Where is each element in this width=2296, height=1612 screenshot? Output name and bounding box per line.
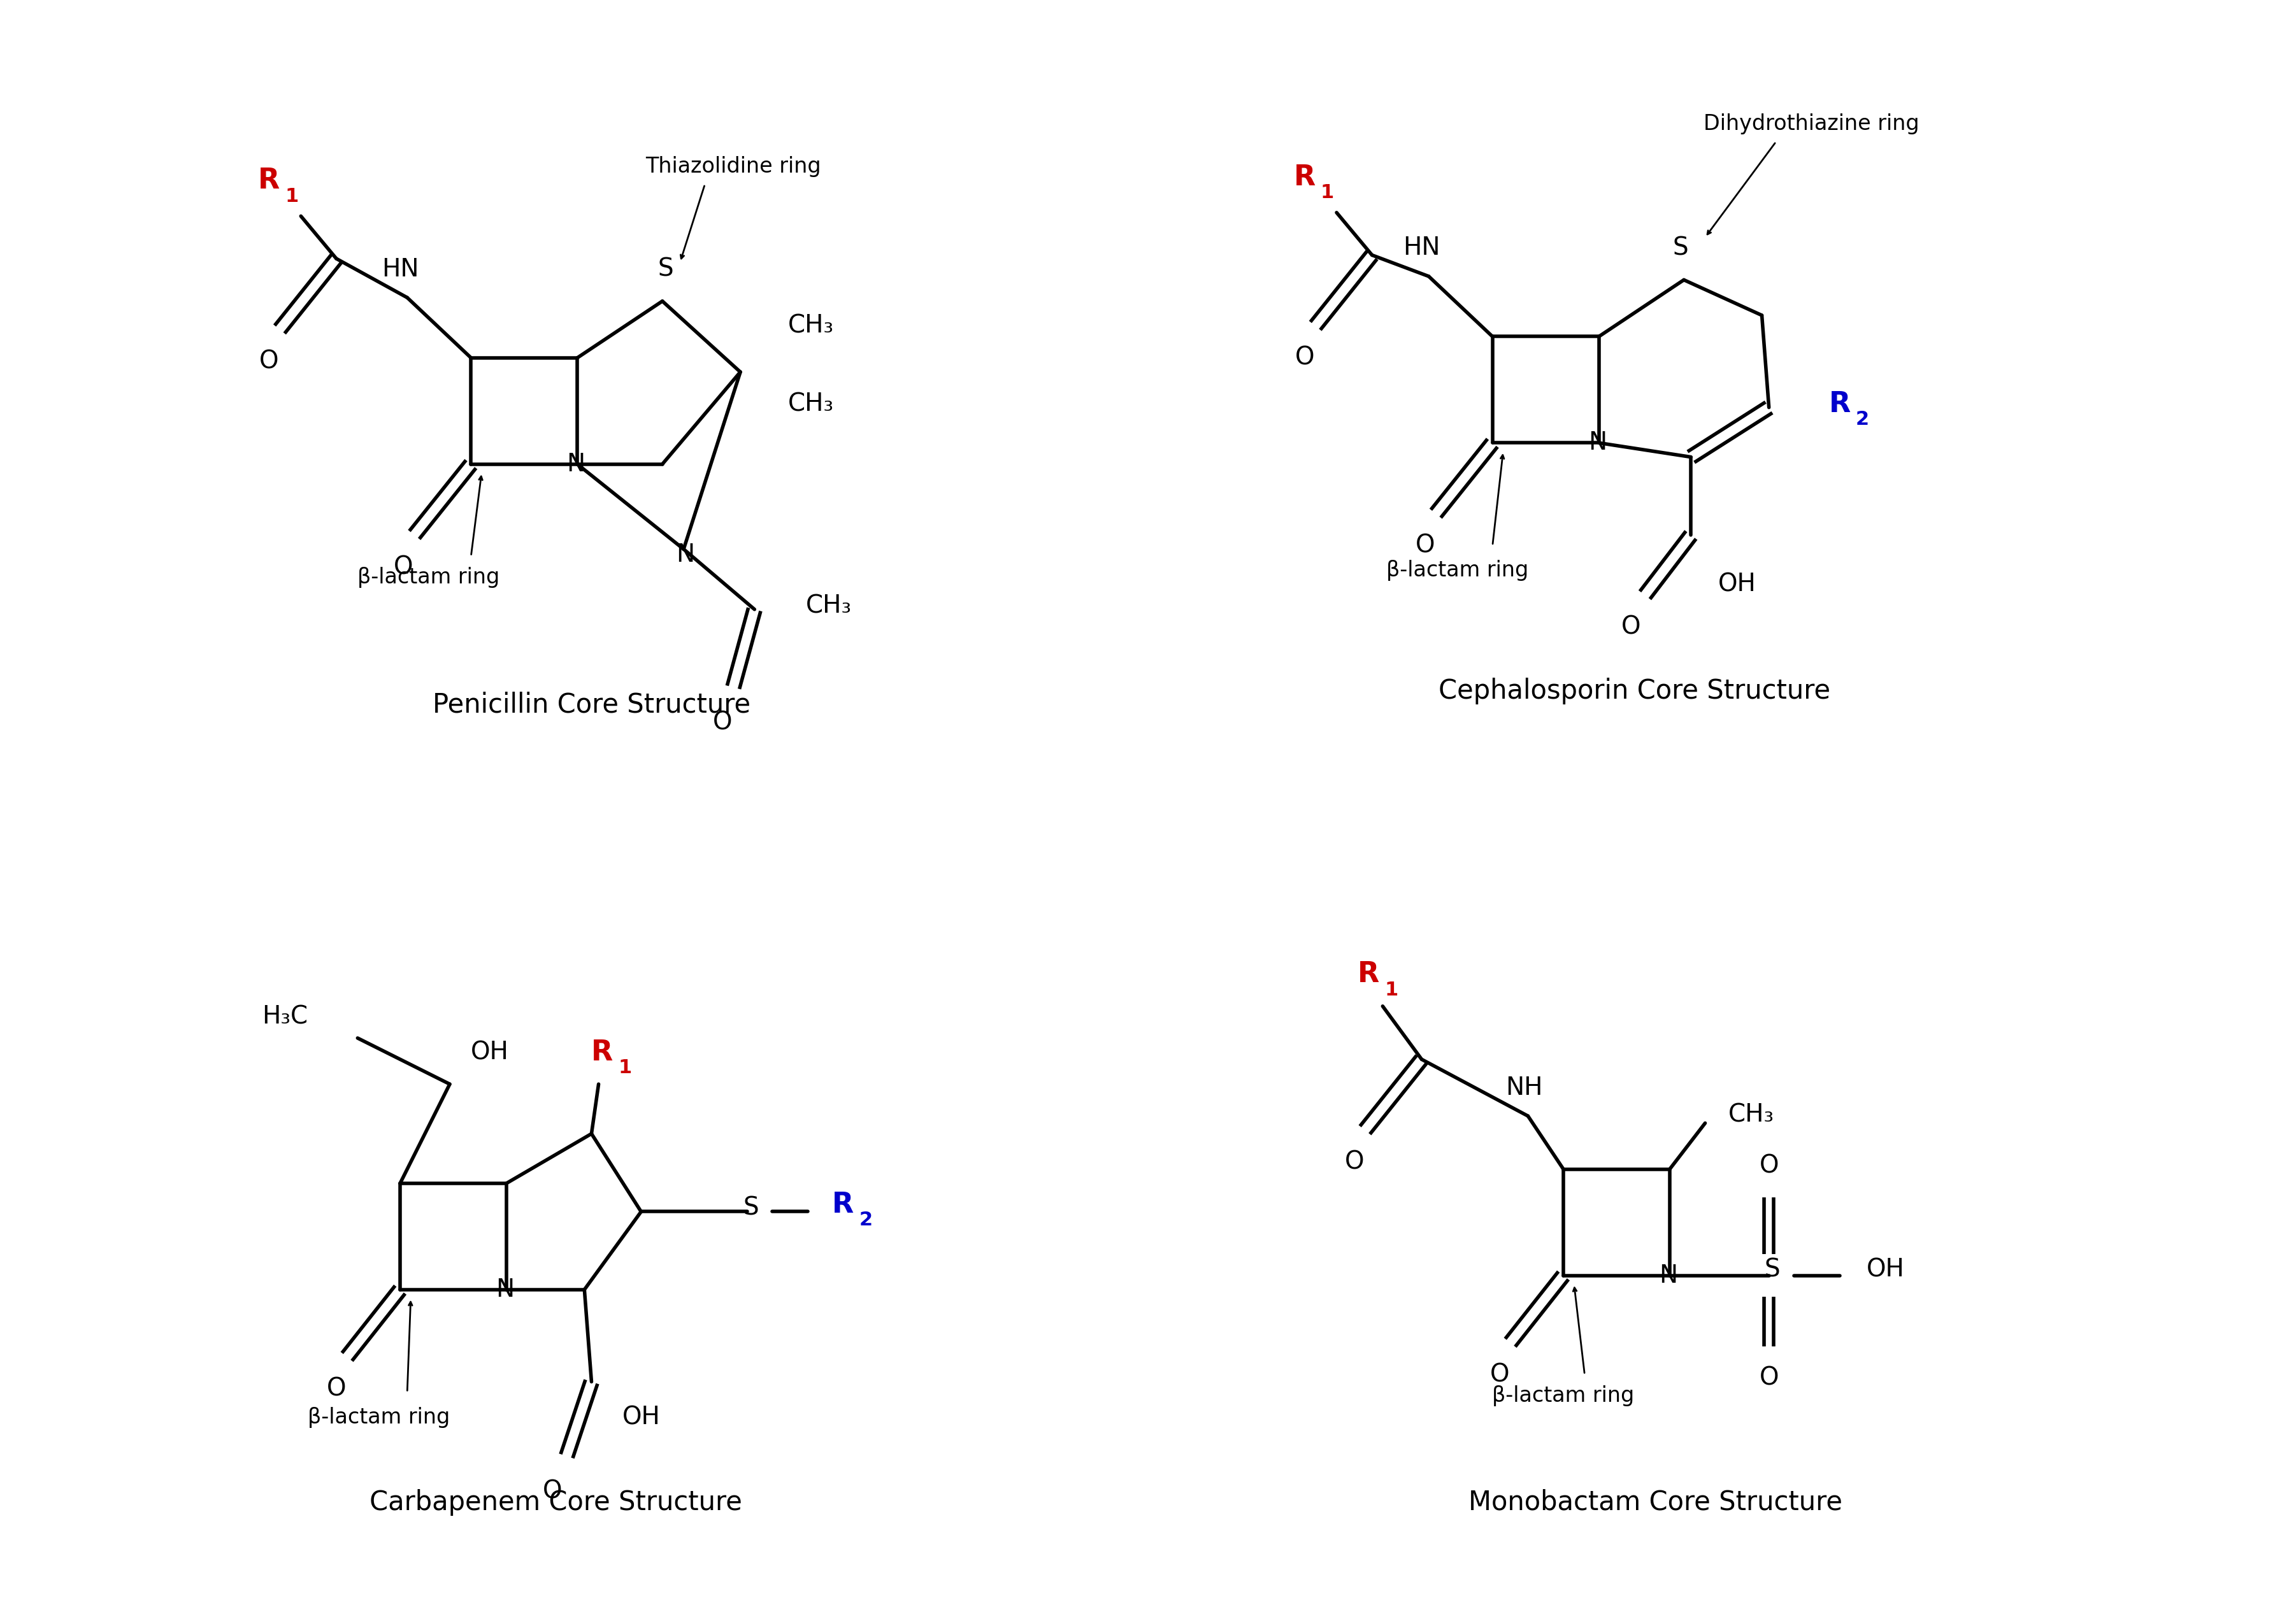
Text: S: S	[1763, 1257, 1779, 1282]
Text: O: O	[542, 1480, 563, 1504]
Text: β-lactam ring: β-lactam ring	[308, 1407, 450, 1428]
Text: S: S	[744, 1196, 758, 1220]
Text: S: S	[659, 258, 673, 282]
Text: CH₃: CH₃	[788, 314, 833, 339]
Text: O: O	[395, 555, 413, 579]
Text: 1: 1	[285, 187, 298, 205]
Text: O: O	[326, 1377, 347, 1401]
Text: 1: 1	[1384, 980, 1398, 999]
Text: CH₃: CH₃	[1729, 1103, 1775, 1127]
Text: N: N	[567, 451, 585, 476]
Text: 2: 2	[859, 1211, 872, 1230]
Text: R: R	[257, 168, 280, 195]
Text: 1: 1	[1320, 184, 1334, 202]
Text: NH: NH	[1506, 1075, 1543, 1099]
Text: OH: OH	[471, 1040, 510, 1064]
Text: N: N	[496, 1277, 514, 1302]
Text: O: O	[1343, 1149, 1364, 1174]
Text: O: O	[712, 711, 732, 735]
Text: β-lactam ring: β-lactam ring	[1492, 1385, 1635, 1406]
Text: HN: HN	[1403, 235, 1440, 260]
Text: 2: 2	[1855, 409, 1869, 429]
Text: β-lactam ring: β-lactam ring	[1384, 559, 1527, 580]
Text: R: R	[590, 1038, 613, 1066]
Text: β-lactam ring: β-lactam ring	[358, 567, 501, 588]
Text: R: R	[831, 1191, 854, 1219]
Text: R: R	[1293, 163, 1316, 190]
Text: 1: 1	[618, 1059, 631, 1077]
Text: R: R	[1357, 961, 1380, 988]
Text: H₃C: H₃C	[262, 1004, 308, 1028]
Text: R: R	[1828, 390, 1851, 418]
Text: CH₃: CH₃	[788, 392, 833, 416]
Text: HN: HN	[381, 258, 418, 282]
Text: O: O	[1621, 616, 1639, 640]
Text: Carbapenem Core Structure: Carbapenem Core Structure	[370, 1489, 742, 1515]
Text: Cephalosporin Core Structure: Cephalosporin Core Structure	[1437, 677, 1830, 704]
Text: O: O	[1490, 1362, 1508, 1386]
Text: O: O	[259, 350, 278, 374]
Text: S: S	[1671, 235, 1688, 260]
Text: OH: OH	[622, 1406, 659, 1430]
Text: CH₃: CH₃	[806, 593, 852, 617]
Text: N: N	[1658, 1264, 1676, 1288]
Text: O: O	[1759, 1365, 1777, 1390]
Text: OH: OH	[1867, 1257, 1903, 1282]
Text: Dihydrothiazine ring: Dihydrothiazine ring	[1704, 113, 1919, 134]
Text: OH: OH	[1717, 572, 1756, 596]
Text: O: O	[1759, 1154, 1777, 1178]
Text: Monobactam Core Structure: Monobactam Core Structure	[1467, 1489, 1841, 1515]
Text: Penicillin Core Structure: Penicillin Core Structure	[432, 692, 751, 719]
Text: O: O	[1295, 345, 1313, 369]
Text: Thiazolidine ring: Thiazolidine ring	[645, 156, 820, 177]
Text: N: N	[1589, 430, 1607, 455]
Text: O: O	[1414, 534, 1435, 558]
Text: N: N	[675, 543, 693, 567]
